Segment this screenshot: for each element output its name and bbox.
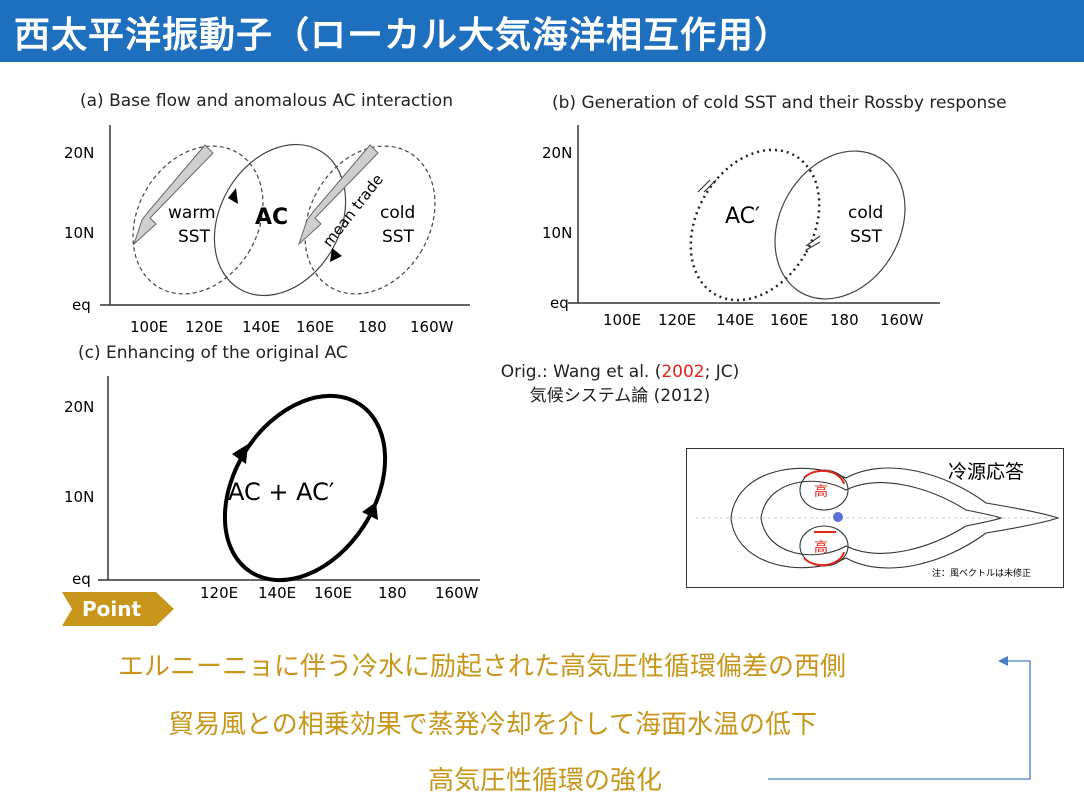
circulation-arrowhead [330, 248, 342, 262]
label-cold-sst: SST [382, 227, 415, 247]
ytick-20n: 20N [542, 144, 572, 162]
point-line-2: 貿易風との相乗効果で蒸発冷却を介して海面水温の低下 [168, 710, 817, 740]
ytick-20n: 20N [64, 144, 94, 162]
anticyclone-arrow [803, 551, 845, 567]
xtick: 180 [378, 584, 407, 602]
xtick: 120E [185, 318, 223, 336]
label-cold: cold [380, 203, 415, 223]
xtick: 120E [200, 584, 238, 602]
ytick-20n: 20N [64, 398, 94, 416]
circulation-arrowhead [697, 179, 717, 193]
ytick-10n: 10N [64, 488, 94, 506]
contour [760, 480, 1003, 556]
xtick: 160W [410, 318, 454, 336]
ytick-10n: 10N [64, 224, 94, 242]
cold-sst-ellipse [304, 145, 436, 295]
point-line-3: 高気圧性循環の強化 [428, 766, 663, 796]
cold-source-marker [833, 512, 843, 522]
trade-wind-arrow [132, 144, 214, 246]
title-bar: 西太平洋振動子（ローカル大気海洋相互作用） [0, 0, 1084, 62]
panel-b-heading: (b) Generation of cold SST and their Ros… [552, 93, 1007, 113]
label-ac-prime: AC′ [725, 204, 760, 229]
circulation-arrowhead [228, 188, 238, 204]
panel-a-heading: (a) Base flow and anomalous AC interacti… [80, 91, 453, 111]
label-warm: warm [168, 203, 216, 223]
xtick: 140E [258, 584, 296, 602]
citation-year: 2002 [661, 362, 705, 382]
xtick: 120E [658, 311, 696, 329]
xtick: 140E [716, 311, 754, 329]
label-cold: cold [848, 203, 883, 223]
slide-title: 西太平洋振動子（ローカル大気海洋相互作用） [14, 15, 792, 56]
xtick: 100E [603, 311, 641, 329]
label-ac: AC [255, 205, 288, 230]
point-tag-shape [62, 592, 174, 626]
citation: Orig.: Wang et al. (2002; JC) 気候システム論 (2… [440, 360, 800, 408]
label-warm-sst: SST [178, 227, 211, 247]
point-tag: Point [62, 592, 174, 626]
response-map: 高 高 冷源応答 注：風ベクトルは未修正 [686, 448, 1064, 588]
xtick: 140E [242, 318, 280, 336]
xtick: 160E [770, 311, 808, 329]
xtick: 160E [314, 584, 352, 602]
high-label: 高 [814, 483, 828, 500]
anticyclone-arrow [803, 469, 845, 485]
label-ac-sum: AC + AC′ [228, 478, 334, 506]
map-title: 冷源応答 [948, 461, 1024, 483]
xtick: 180 [358, 318, 387, 336]
xtick: 160W [435, 584, 479, 602]
high-label: 高 [814, 539, 828, 556]
map-note: 注：風ベクトルは未修正 [932, 567, 1031, 579]
ytick-10n: 10N [542, 224, 572, 242]
panel-b: (b) Generation of cold SST and their Ros… [542, 93, 1007, 329]
xtick: 160W [880, 311, 924, 329]
xtick: 160E [296, 318, 334, 336]
point-label: Point [82, 597, 141, 621]
circulation-arrowhead [232, 444, 248, 464]
trade-wind-arrow [297, 144, 379, 246]
ytick-eq: eq [550, 294, 569, 312]
panel-c: (c) Enhancing of the original AC 20N 10N… [64, 343, 480, 602]
xtick: 100E [130, 318, 168, 336]
citation-prefix: Orig.: Wang et al. ( [500, 362, 662, 382]
ytick-eq: eq [72, 570, 91, 588]
contour [730, 467, 1060, 569]
panel-c-heading: (c) Enhancing of the original AC [78, 343, 348, 363]
label-cold-sst: SST [850, 227, 883, 247]
cold-sst-ellipse [774, 150, 906, 300]
warm-sst-ellipse [132, 145, 264, 295]
label-mean-trade: mean trade [319, 171, 387, 251]
panel-a: (a) Base flow and anomalous AC interacti… [64, 91, 470, 336]
connector-arrowhead [998, 656, 1008, 666]
circulation-arrowhead [362, 502, 378, 520]
xtick: 180 [830, 311, 859, 329]
circulation-arrowhead [805, 235, 821, 251]
point-line-1: エルニーニョに伴う冷水に励起された高気圧性循環偏差の西側 [118, 652, 847, 682]
citation-book: 気候システム論 (2012) [529, 386, 711, 406]
citation-suffix: ; JC) [704, 362, 740, 382]
ytick-eq: eq [72, 296, 91, 314]
